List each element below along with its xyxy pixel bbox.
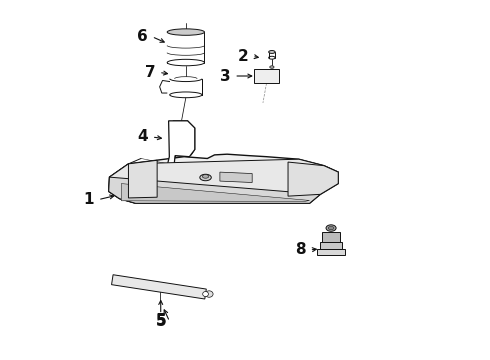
Polygon shape <box>109 154 338 203</box>
Ellipse shape <box>326 225 336 231</box>
Ellipse shape <box>328 226 334 230</box>
Polygon shape <box>122 184 310 202</box>
Text: 4: 4 <box>138 130 148 144</box>
Text: 3: 3 <box>220 68 231 84</box>
Polygon shape <box>166 121 195 176</box>
Ellipse shape <box>205 291 213 297</box>
Polygon shape <box>322 231 340 242</box>
Text: 7: 7 <box>145 65 155 80</box>
Text: 8: 8 <box>295 242 306 257</box>
Ellipse shape <box>269 50 275 53</box>
Polygon shape <box>167 32 204 63</box>
Polygon shape <box>320 242 342 249</box>
Ellipse shape <box>200 174 211 181</box>
Polygon shape <box>109 177 320 203</box>
Polygon shape <box>254 69 279 83</box>
Polygon shape <box>170 79 202 95</box>
Polygon shape <box>128 160 157 198</box>
Text: 5: 5 <box>155 313 166 328</box>
Polygon shape <box>288 162 338 196</box>
Ellipse shape <box>203 292 208 297</box>
Text: 2: 2 <box>238 49 248 64</box>
Polygon shape <box>317 249 345 255</box>
Polygon shape <box>220 172 252 183</box>
Polygon shape <box>109 164 136 203</box>
Polygon shape <box>112 275 206 299</box>
Ellipse shape <box>202 175 209 178</box>
Text: 1: 1 <box>84 192 94 207</box>
Ellipse shape <box>170 92 202 98</box>
Text: 6: 6 <box>137 29 148 44</box>
Text: 5: 5 <box>155 314 166 329</box>
Ellipse shape <box>167 29 204 35</box>
Ellipse shape <box>270 66 274 68</box>
Polygon shape <box>109 159 338 198</box>
